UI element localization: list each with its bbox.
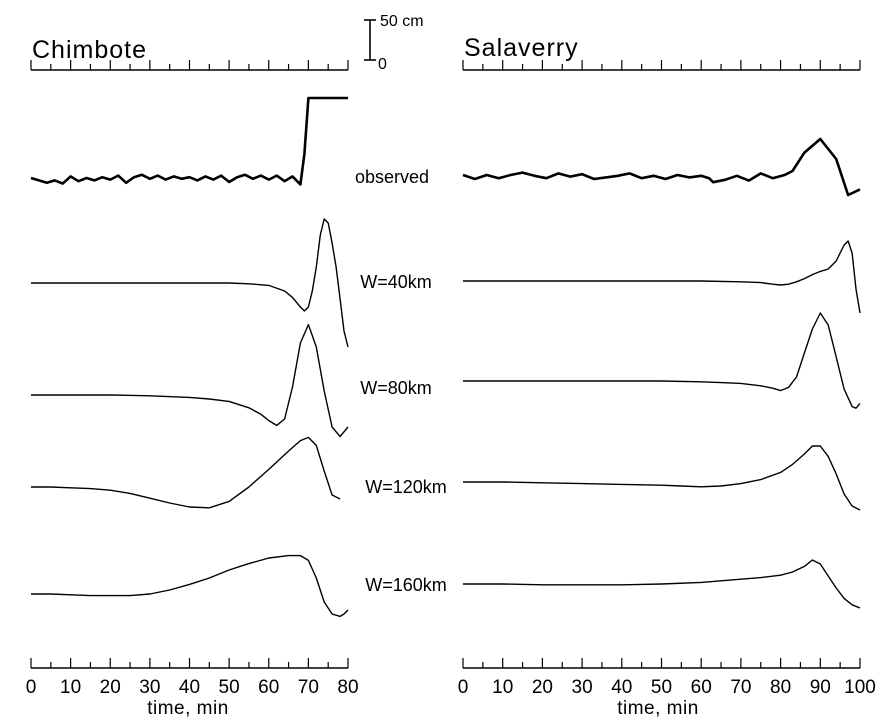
salaverry-tick-label-60: 60 [691,677,712,698]
chimbote-tick-label-10: 10 [60,677,81,698]
salaverry-w80-trace [463,312,861,409]
chimbote-xlabel: time, min [147,698,229,719]
label-w120: W=120km [365,477,447,497]
salaverry-w160-trace [463,559,861,609]
label-w160: W=160km [365,575,447,595]
scale-bottom-label: 0 [378,56,387,73]
chimbote-w80-trace [31,323,349,438]
chimbote-tick-label-50: 50 [219,677,240,698]
salaverry-title: Salaverry [464,34,579,62]
salaverry-tick-label-10: 10 [492,677,513,698]
salaverry-tick-label-20: 20 [532,677,553,698]
chimbote-tick-label-30: 30 [139,677,160,698]
chimbote-tick-label-0: 0 [26,677,37,698]
chimbote-w120-trace [31,436,341,509]
chimbote-tick-label-40: 40 [179,677,200,698]
label-w80: W=80km [360,378,432,398]
salaverry-w120-trace [463,445,861,511]
salaverry-w40-trace [463,240,861,314]
salaverry-tick-label-50: 50 [651,677,672,698]
salaverry-tick-label-0: 0 [458,677,469,698]
chimbote-observed-trace [30,96,348,186]
chimbote-tick-label-80: 80 [337,677,358,698]
label-w40: W=40km [360,272,432,292]
salaverry-observed-trace [462,137,861,197]
scale-top-label: 50 cm [380,13,424,30]
chimbote-tick-label-70: 70 [298,677,319,698]
salaverry-tick-label-40: 40 [611,677,632,698]
salaverry-xlabel: time, min [617,698,699,719]
chimbote-tick-label-60: 60 [258,677,279,698]
chimbote-title: Chimbote [32,36,147,64]
label-observed: observed [355,167,429,187]
chimbote-w160-trace [31,554,349,618]
salaverry-tick-label-70: 70 [730,677,751,698]
salaverry-tick-label-100: 100 [844,677,876,698]
amplitude-scale-bar: 50 cm 0 [364,13,424,73]
chimbote-w40-trace [31,218,349,348]
salaverry-tick-label-80: 80 [770,677,791,698]
salaverry-tick-label-90: 90 [810,677,831,698]
salaverry-tick-label-30: 30 [572,677,593,698]
chimbote-tick-label-20: 20 [100,677,121,698]
